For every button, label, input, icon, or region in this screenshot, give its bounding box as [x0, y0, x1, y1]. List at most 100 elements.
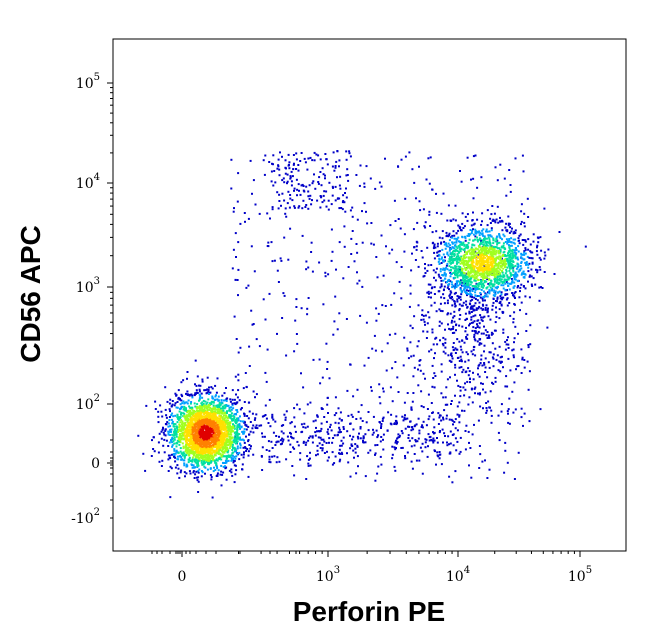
event-dot: [426, 455, 429, 458]
event-dot: [192, 470, 195, 473]
event-dot: [531, 285, 534, 287]
event-dot: [381, 420, 384, 422]
event-dot: [339, 175, 342, 178]
event-dot: [182, 459, 185, 462]
event-dot: [271, 208, 274, 211]
event-dot: [450, 321, 453, 324]
event-dot: [193, 410, 196, 412]
event-dot: [167, 430, 170, 433]
event-dot: [327, 199, 330, 202]
event-dot: [334, 185, 337, 188]
event-dot: [513, 249, 516, 252]
event-dot: [169, 434, 171, 436]
event-dot: [484, 251, 487, 253]
event-dot: [209, 438, 212, 441]
event-dot: [417, 265, 420, 268]
event-dot: [278, 168, 281, 171]
event-dot: [168, 416, 171, 418]
event-dot: [181, 442, 184, 445]
event-dot: [235, 440, 237, 442]
event-dot: [209, 407, 212, 409]
event-dot: [225, 421, 228, 424]
event-dot: [183, 414, 186, 417]
event-dot: [474, 330, 477, 333]
event-dot: [455, 260, 458, 263]
event-dot: [517, 237, 520, 240]
event-dot: [485, 402, 488, 404]
event-dot: [515, 368, 517, 371]
event-dot: [243, 401, 246, 403]
event-dot: [184, 401, 187, 404]
event-dot: [460, 180, 463, 183]
event-dot: [498, 255, 501, 258]
event-dot: [220, 484, 223, 487]
event-dot: [167, 433, 170, 436]
event-dot: [174, 460, 177, 463]
event-dot: [244, 447, 247, 450]
event-dot: [514, 232, 517, 234]
event-dot: [433, 245, 436, 248]
event-dot: [239, 442, 242, 445]
event-dot: [489, 217, 492, 220]
event-dot: [447, 323, 449, 326]
event-dot: [198, 388, 201, 391]
event-dot: [434, 450, 436, 453]
event-dot: [476, 267, 479, 269]
event-dot: [223, 438, 226, 441]
event-dot: [481, 278, 484, 281]
event-dot: [465, 279, 468, 282]
event-dot: [200, 420, 203, 423]
event-dot: [508, 302, 511, 304]
event-dot: [484, 459, 486, 462]
event-dot: [206, 401, 209, 404]
event-dot: [389, 386, 392, 389]
event-dot: [227, 423, 230, 426]
event-dot: [233, 417, 236, 420]
event-dot: [254, 203, 257, 206]
event-dot: [199, 395, 202, 398]
event-dot: [451, 304, 454, 307]
event-dot: [227, 449, 230, 452]
event-dot: [203, 441, 205, 444]
event-dot: [451, 481, 454, 484]
event-dot: [483, 362, 486, 364]
event-dot: [214, 440, 217, 443]
event-dot: [220, 419, 223, 422]
event-dot: [307, 157, 310, 160]
event-dot: [207, 404, 210, 406]
event-dot: [483, 325, 485, 328]
event-dot: [538, 299, 541, 302]
event-dot: [221, 435, 223, 438]
event-dot: [179, 421, 182, 424]
event-dot: [480, 176, 483, 179]
event-dot: [226, 449, 229, 451]
event-dot: [228, 414, 231, 417]
event-dot: [177, 418, 180, 421]
event-dot: [236, 428, 239, 431]
event-dot: [450, 418, 453, 421]
event-dot: [195, 470, 198, 473]
event-dot: [279, 151, 281, 154]
event-dot: [217, 450, 220, 453]
event-dot: [206, 407, 208, 410]
event-dot: [469, 287, 472, 290]
event-dot: [225, 404, 228, 407]
event-dot: [417, 340, 420, 343]
event-dot: [369, 177, 372, 180]
event-dot: [365, 165, 368, 168]
event-dot: [467, 430, 470, 433]
event-dot: [206, 440, 209, 443]
event-dot: [227, 444, 230, 446]
event-dot: [247, 217, 250, 220]
event-dot: [206, 448, 209, 451]
event-dot: [451, 234, 454, 237]
event-dot: [477, 256, 479, 259]
density-dots: [137, 150, 587, 499]
event-dot: [197, 423, 199, 426]
event-dot: [172, 423, 175, 425]
event-dot: [507, 421, 510, 424]
event-dot: [523, 221, 526, 224]
event-dot: [472, 177, 475, 180]
event-dot: [497, 431, 500, 434]
event-dot: [376, 276, 379, 279]
